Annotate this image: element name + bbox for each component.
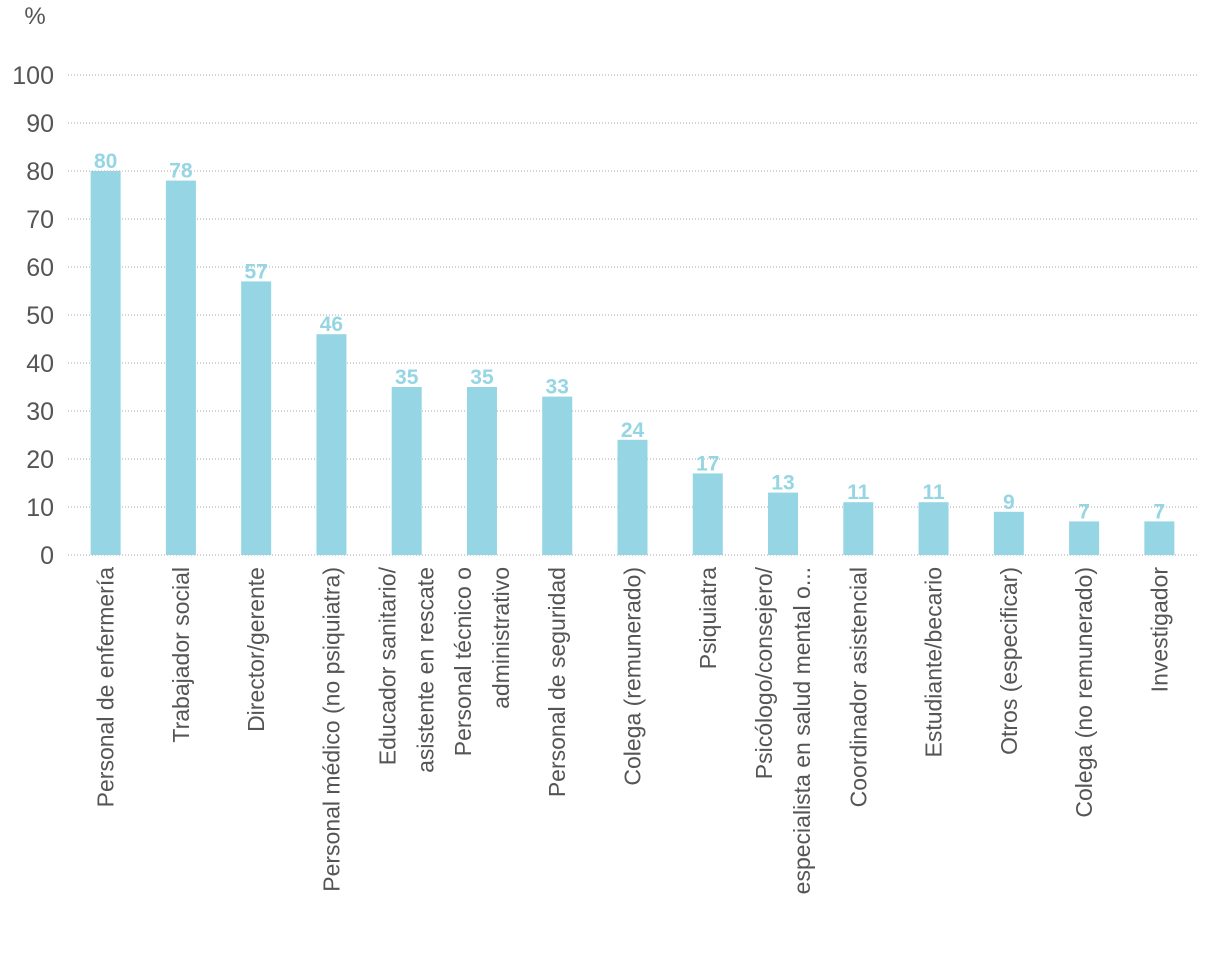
value-label: 9	[1003, 491, 1015, 514]
value-label: 35	[470, 366, 494, 389]
x-tick-label: Educador sanitario/	[375, 566, 401, 765]
x-tick-label: Psicólogo/consejero/	[751, 566, 777, 779]
y-tick-label: 60	[26, 254, 54, 282]
y-tick-label: 20	[26, 446, 54, 474]
x-tick-label: Investigador	[1146, 567, 1172, 693]
x-tick-label: especialista en salud mental o...	[789, 567, 815, 894]
x-tick-label: Colega (remunerado)	[620, 567, 646, 786]
bar	[316, 334, 347, 555]
value-label: 33	[546, 376, 569, 399]
x-tick-label: Otros (especificar)	[996, 567, 1022, 755]
x-tick-label: Personal de enfermería	[93, 567, 119, 808]
bar	[993, 511, 1024, 555]
value-label: 24	[621, 419, 645, 442]
x-tick-label: Trabajador social	[168, 567, 194, 743]
value-label: 7	[1154, 500, 1166, 523]
y-tick-label: 30	[26, 398, 54, 426]
bar	[165, 180, 196, 555]
bar	[542, 396, 573, 555]
value-label: 17	[696, 452, 719, 475]
bar	[768, 492, 799, 555]
y-tick-label: 100	[12, 62, 54, 90]
bar	[90, 171, 121, 555]
x-tick-label: administrativo	[488, 567, 514, 709]
y-axis-label: %	[24, 3, 45, 30]
bar	[843, 502, 874, 555]
x-tick-label: Estudiante/becario	[921, 567, 947, 758]
x-tick-label: asistente en rescate	[413, 567, 439, 773]
bar	[466, 387, 497, 555]
y-tick-label: 0	[40, 542, 54, 570]
x-tick-label: Colega (no remunerado)	[1071, 567, 1097, 818]
value-label: 11	[922, 481, 945, 504]
bar	[1144, 521, 1175, 555]
y-tick-label: 80	[26, 158, 54, 186]
x-tick-label: Psiquiatra	[695, 567, 721, 669]
value-label: 11	[847, 481, 870, 504]
value-label: 80	[94, 150, 117, 173]
x-tick-label: Personal de seguridad	[544, 567, 570, 797]
bar	[918, 502, 949, 555]
value-label: 35	[395, 366, 419, 389]
x-tick-label: Personal médico (no psiquiatra)	[318, 567, 344, 892]
x-tick-label: Personal técnico o	[450, 567, 476, 756]
bar	[1069, 521, 1100, 555]
y-tick-label: 70	[26, 206, 54, 234]
value-label: 46	[320, 313, 343, 336]
bar	[391, 387, 422, 555]
bar	[617, 439, 648, 555]
x-tick-label: Director/gerente	[243, 567, 269, 732]
y-tick-label: 10	[26, 494, 54, 522]
value-label: 78	[169, 160, 193, 183]
bar	[241, 281, 272, 555]
y-tick-label: 50	[26, 302, 54, 330]
y-tick-label: 90	[26, 110, 54, 138]
bar	[692, 473, 723, 555]
value-label: 57	[244, 260, 267, 283]
y-tick-label: 40	[26, 350, 54, 378]
value-label: 7	[1078, 500, 1090, 523]
x-tick-label: Coordinador asistencial	[845, 567, 871, 807]
value-label: 13	[771, 472, 794, 495]
